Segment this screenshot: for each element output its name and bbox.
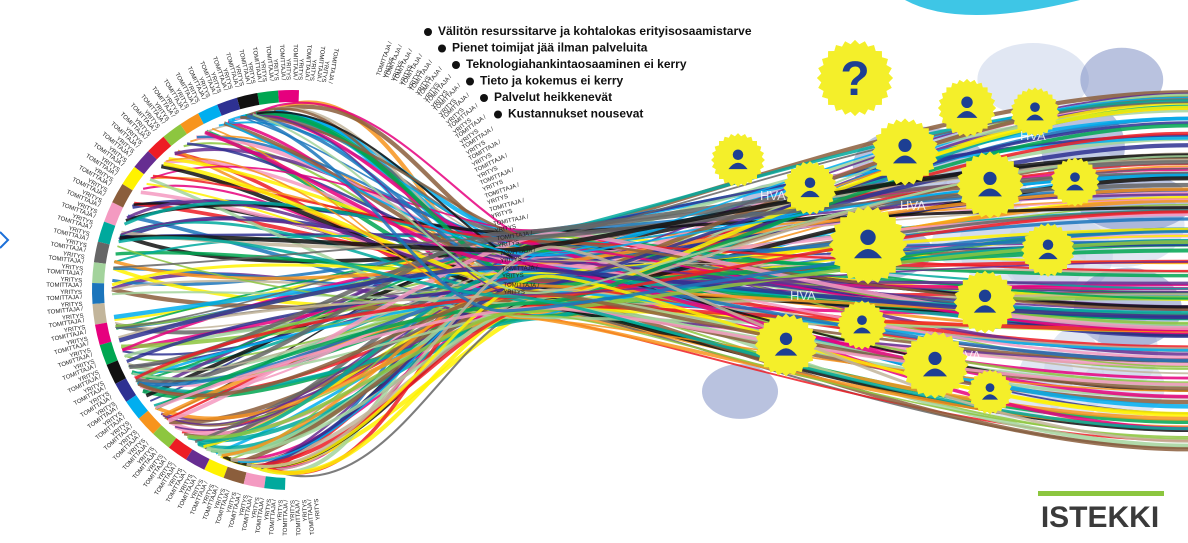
bullet-text: Teknologiahankintaosaaminen ei kerry: [466, 57, 687, 71]
user-head: [733, 149, 744, 160]
hva-label: HVA: [790, 288, 816, 303]
label-line: TOMITTAJA /: [283, 500, 290, 536]
ring-segment: [224, 467, 247, 484]
user-burst: [954, 271, 1017, 334]
label-line: TOMITTAJA /: [47, 269, 83, 278]
ring-segment: [237, 93, 260, 109]
hva-label: HVA: [760, 188, 786, 203]
ring-segment: [95, 323, 111, 346]
bullet-text: Palvelut heikkenevät: [494, 90, 612, 104]
bullet-dot: [424, 28, 432, 36]
label-line: YRITYS: [503, 289, 525, 296]
user-head: [961, 97, 972, 108]
user-head: [1070, 172, 1080, 182]
user-burst: [956, 151, 1023, 218]
question-mark: ?: [840, 53, 869, 106]
label-line: YRITYS: [314, 498, 322, 520]
bullet-dot: [480, 94, 488, 102]
supplier-label: TOMITTAJA /YRITYS: [307, 498, 323, 535]
ring-segment: [278, 90, 299, 103]
supplier-label: TOMITTAJA /YRITYS: [284, 44, 297, 80]
ring-segment: [257, 91, 279, 105]
ring-segment: [92, 283, 105, 304]
bullet-text: Välitön resurssitarve ja kohtalokas erit…: [438, 24, 752, 38]
ring-segment: [244, 472, 266, 488]
bullet-text: Pienet toimijat jää ilman palveluita: [452, 41, 648, 55]
infographic: TOMITTAJA /YRITYSTOMITTAJA /YRITYSTOMITT…: [0, 0, 1188, 543]
hva-label: HVA: [900, 198, 926, 213]
label-line: TOMITTAJA /: [502, 266, 538, 273]
logo-text: ISTEKKI: [1041, 501, 1159, 534]
logo-bar: [1038, 491, 1164, 496]
user-head: [805, 177, 816, 188]
user-head: [986, 383, 995, 392]
user-head: [898, 139, 911, 152]
user-head: [860, 230, 875, 245]
ring-segment: [92, 262, 106, 283]
corner-blob: [905, 0, 1080, 15]
ring-segment: [100, 342, 118, 365]
ring-segment: [264, 476, 285, 490]
user-burst: [938, 79, 996, 137]
ring-segment: [94, 242, 110, 264]
label-line: TOMITTAJA /: [303, 45, 311, 81]
ring-segment: [217, 98, 240, 116]
user-head: [983, 172, 996, 185]
ring-segment: [93, 303, 107, 325]
user-head: [1043, 239, 1054, 250]
bullet-text: Tieto ja kokemus ei kerry: [480, 74, 624, 88]
user-head: [979, 290, 991, 302]
user-head: [1030, 102, 1040, 112]
bullet-dot: [494, 111, 502, 119]
label-line: TOMITTAJA /: [291, 44, 297, 80]
connection-curves: [112, 92, 1188, 476]
side-arrow: [0, 232, 8, 248]
user-burst: [871, 118, 938, 185]
label-line: TOMITTAJA /: [46, 283, 82, 290]
user-head: [780, 333, 792, 345]
label-line: TOMITTAJA /: [503, 283, 539, 290]
bullet-dot: [452, 61, 460, 69]
user-burst: [901, 331, 968, 398]
label-line: TOMITTAJA /: [295, 499, 302, 535]
user-head: [857, 315, 867, 325]
bullet-dot: [438, 45, 446, 53]
logo: ISTEKKI: [1038, 491, 1164, 534]
bullet-dot: [466, 78, 474, 86]
user-head: [928, 352, 941, 365]
ring-segment: [98, 222, 115, 245]
user-burst: [755, 314, 818, 377]
bullet-text: Kustannukset nousevat: [508, 107, 643, 121]
label-line: YRITYS: [502, 273, 524, 280]
